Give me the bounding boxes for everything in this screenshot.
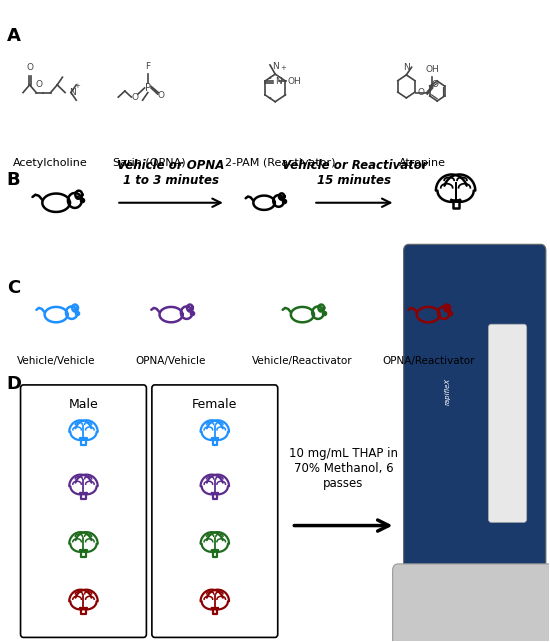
Text: 10 mg/mL THAP in
70% Methanol, 6
passes: 10 mg/mL THAP in 70% Methanol, 6 passes	[289, 447, 398, 490]
Text: O: O	[26, 63, 33, 72]
FancyBboxPatch shape	[404, 245, 546, 589]
Text: Male: Male	[69, 397, 98, 411]
Text: N: N	[403, 63, 410, 72]
Text: OPNA/Vehicle: OPNA/Vehicle	[136, 356, 206, 366]
Text: O: O	[157, 91, 164, 100]
Text: F: F	[145, 62, 150, 71]
Text: O: O	[418, 88, 425, 97]
Text: O: O	[131, 92, 138, 101]
Text: Acetylcholine: Acetylcholine	[13, 158, 88, 168]
Text: O: O	[36, 80, 43, 89]
Text: O: O	[431, 80, 438, 89]
Text: D: D	[7, 376, 22, 394]
Text: Vehicle or OPNA
1 to 3 minutes: Vehicle or OPNA 1 to 3 minutes	[117, 159, 225, 187]
Text: Vehicle/Vehicle: Vehicle/Vehicle	[17, 356, 95, 366]
FancyBboxPatch shape	[393, 564, 550, 642]
Text: Vehicle/Reactivator: Vehicle/Reactivator	[252, 356, 353, 366]
Text: +: +	[280, 65, 285, 71]
Text: Vehicle or Reactivator
15 minutes: Vehicle or Reactivator 15 minutes	[282, 159, 427, 187]
Text: P: P	[145, 83, 151, 93]
Text: N: N	[69, 88, 76, 97]
Text: rapifleX: rapifleX	[444, 377, 450, 405]
Text: OPNA/Reactivator: OPNA/Reactivator	[382, 356, 475, 366]
Text: Atropine: Atropine	[399, 158, 446, 168]
FancyBboxPatch shape	[488, 324, 527, 523]
Text: Sarin (OPNA): Sarin (OPNA)	[113, 158, 185, 168]
Text: N: N	[276, 76, 282, 85]
Text: +: +	[74, 83, 80, 89]
Text: OH: OH	[425, 65, 439, 74]
Text: OH: OH	[288, 76, 302, 85]
Text: C: C	[7, 279, 20, 297]
Text: N: N	[272, 62, 279, 71]
Text: B: B	[7, 171, 20, 189]
Text: Female: Female	[192, 397, 238, 411]
Text: 2-PAM (Reactivator): 2-PAM (Reactivator)	[225, 158, 336, 168]
Text: A: A	[7, 27, 21, 45]
